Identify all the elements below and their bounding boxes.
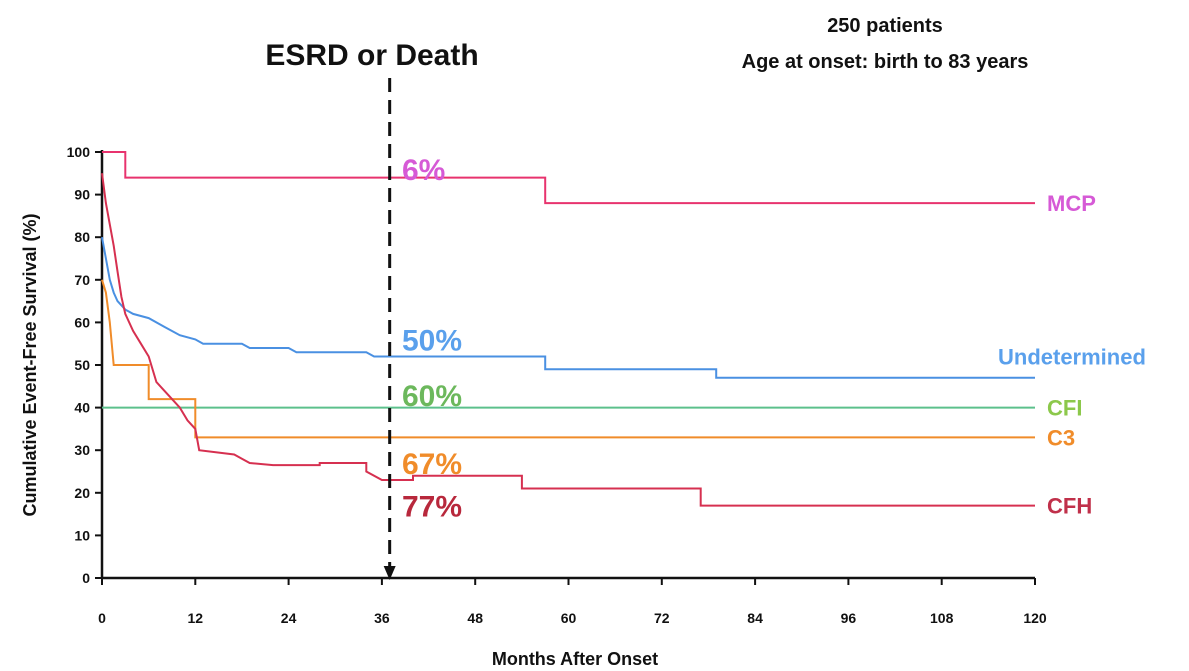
series-line-undetermined — [101, 237, 1035, 379]
x-tick-label: 96 — [841, 610, 857, 626]
y-tick-label: 10 — [74, 527, 90, 543]
y-tick-label: 40 — [74, 400, 90, 416]
series-label-cfi: CFI — [1047, 396, 1082, 421]
plot-area: 0 10 20 30 40 50 60 70 80 90 100 0 12 24 36 48 60 72 84 96 1… — [67, 78, 1146, 626]
x-tick-label: 60 — [561, 610, 577, 626]
y-tick-label: 0 — [82, 570, 90, 586]
x-tick-label: 24 — [281, 610, 297, 626]
annotation-cfh: 77% — [402, 491, 462, 524]
series-line-cfh — [101, 173, 1035, 507]
x-axis-title: Months After Onset — [492, 649, 658, 669]
annotation-c3: 67% — [402, 448, 462, 481]
series-label-undetermined: Undetermined — [998, 344, 1146, 369]
series-line-c3 — [101, 279, 1035, 439]
x-tick-label: 36 — [374, 610, 390, 626]
y-tick-label: 90 — [74, 187, 90, 203]
series-label-mcp: MCP — [1047, 191, 1096, 216]
x-tick-label: 108 — [930, 610, 954, 626]
y-tick-label: 70 — [74, 272, 90, 288]
series-label-c3: C3 — [1047, 425, 1075, 450]
y-tick-label: 80 — [74, 229, 90, 245]
x-tick-label: 120 — [1023, 610, 1047, 626]
annotation-cfi: 60% — [402, 380, 462, 413]
y-tick-label: 30 — [74, 442, 90, 458]
series-label-cfh: CFH — [1047, 494, 1092, 519]
esrd-or-death-label: ESRD or Death — [265, 39, 478, 72]
x-tick-label: 48 — [467, 610, 483, 626]
header-patients: 250 patients — [827, 15, 943, 37]
series-line-mcp — [102, 151, 1035, 205]
x-tick-label: 12 — [188, 610, 204, 626]
y-tick-label: 100 — [67, 144, 91, 160]
y-axis-title: Cumulative Event-Free Survival (%) — [20, 213, 40, 516]
esrd-arrowhead — [383, 566, 396, 580]
header-age-at-onset: Age at onset: birth to 83 years — [742, 51, 1029, 73]
x-tick-label: 84 — [747, 610, 763, 626]
y-tick-label: 60 — [74, 314, 90, 330]
annotation-mcp: 6% — [402, 154, 445, 187]
y-tick-label: 50 — [74, 357, 90, 373]
annotation-undetermined: 50% — [402, 324, 462, 357]
x-tick-label: 72 — [654, 610, 670, 626]
x-tick-label: 0 — [98, 610, 106, 626]
y-tick-label: 20 — [74, 485, 90, 501]
